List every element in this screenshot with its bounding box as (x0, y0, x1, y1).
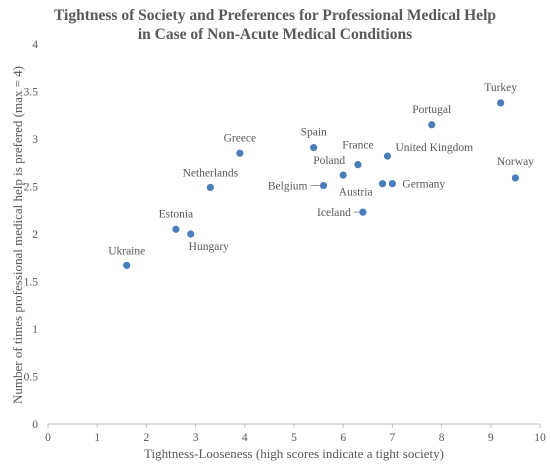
x-tick-label: 2 (144, 432, 150, 444)
x-tick-label: 1 (94, 432, 100, 444)
x-tick-label: 10 (534, 432, 546, 444)
data-label: Austria (339, 187, 373, 199)
x-tick-label: 5 (291, 432, 297, 444)
data-point (497, 99, 505, 107)
y-tick-label: 3.5 (24, 87, 39, 99)
data-label: Spain (301, 127, 327, 139)
data-label: Ukraine (108, 245, 145, 257)
x-tick-label: 0 (45, 432, 51, 444)
data-label: United Kingdom (395, 142, 473, 154)
data-point (236, 149, 244, 157)
x-tick-label: 4 (242, 432, 248, 444)
x-tick-label: 9 (488, 432, 494, 444)
y-tick-label: 0 (32, 419, 38, 431)
y-tick-label: 0.5 (24, 372, 39, 384)
y-axis-label: Number of times professional medical hel… (10, 66, 25, 404)
data-label: Netherlands (183, 167, 239, 179)
data-label: Germany (402, 179, 445, 191)
x-axis-label: Tightness-Looseness (high scores indicat… (144, 446, 444, 461)
x-tick-label: 3 (193, 432, 199, 444)
y-tick-label: 1.5 (24, 277, 39, 289)
data-label: Greece (224, 132, 257, 144)
data-point (378, 180, 387, 188)
data-point (388, 180, 396, 188)
data-point (123, 261, 131, 269)
data-label: France (342, 140, 373, 152)
data-point (339, 171, 347, 179)
chart-title-line-2: in Case of Non-Acute Medical Conditions (137, 26, 413, 43)
data-point (187, 230, 195, 238)
x-tick-label: 7 (390, 432, 396, 444)
data-point (172, 225, 180, 233)
data-label: Iceland (317, 207, 351, 219)
data-label: Norway (497, 156, 534, 168)
data-point (383, 152, 392, 160)
data-label: Portugal (412, 104, 451, 116)
y-tick-label: 2 (32, 229, 38, 241)
data-label: Estonia (159, 208, 194, 220)
data-point (428, 121, 436, 129)
data-point (511, 174, 519, 182)
data-label: Hungary (189, 241, 229, 253)
data-label: Belgium (268, 181, 308, 193)
chart-title: Tightness of Society and Preferences for… (0, 6, 550, 44)
data-point (359, 208, 367, 216)
y-tick-label: 2.5 (24, 182, 39, 194)
data-point (310, 143, 318, 152)
data-label: Poland (313, 155, 345, 167)
chart-title-line-1: Tightness of Society and Preferences for… (54, 7, 496, 24)
x-tick-label: 8 (439, 432, 445, 444)
data-point (206, 183, 214, 192)
data-label: Turkey (484, 82, 517, 94)
y-tick-label: 3 (32, 134, 38, 146)
y-tick-label: 1 (32, 324, 38, 336)
x-tick-label: 6 (340, 432, 346, 444)
data-point (354, 161, 362, 169)
y-tick-label: 4 (32, 39, 38, 51)
data-point (319, 181, 328, 190)
